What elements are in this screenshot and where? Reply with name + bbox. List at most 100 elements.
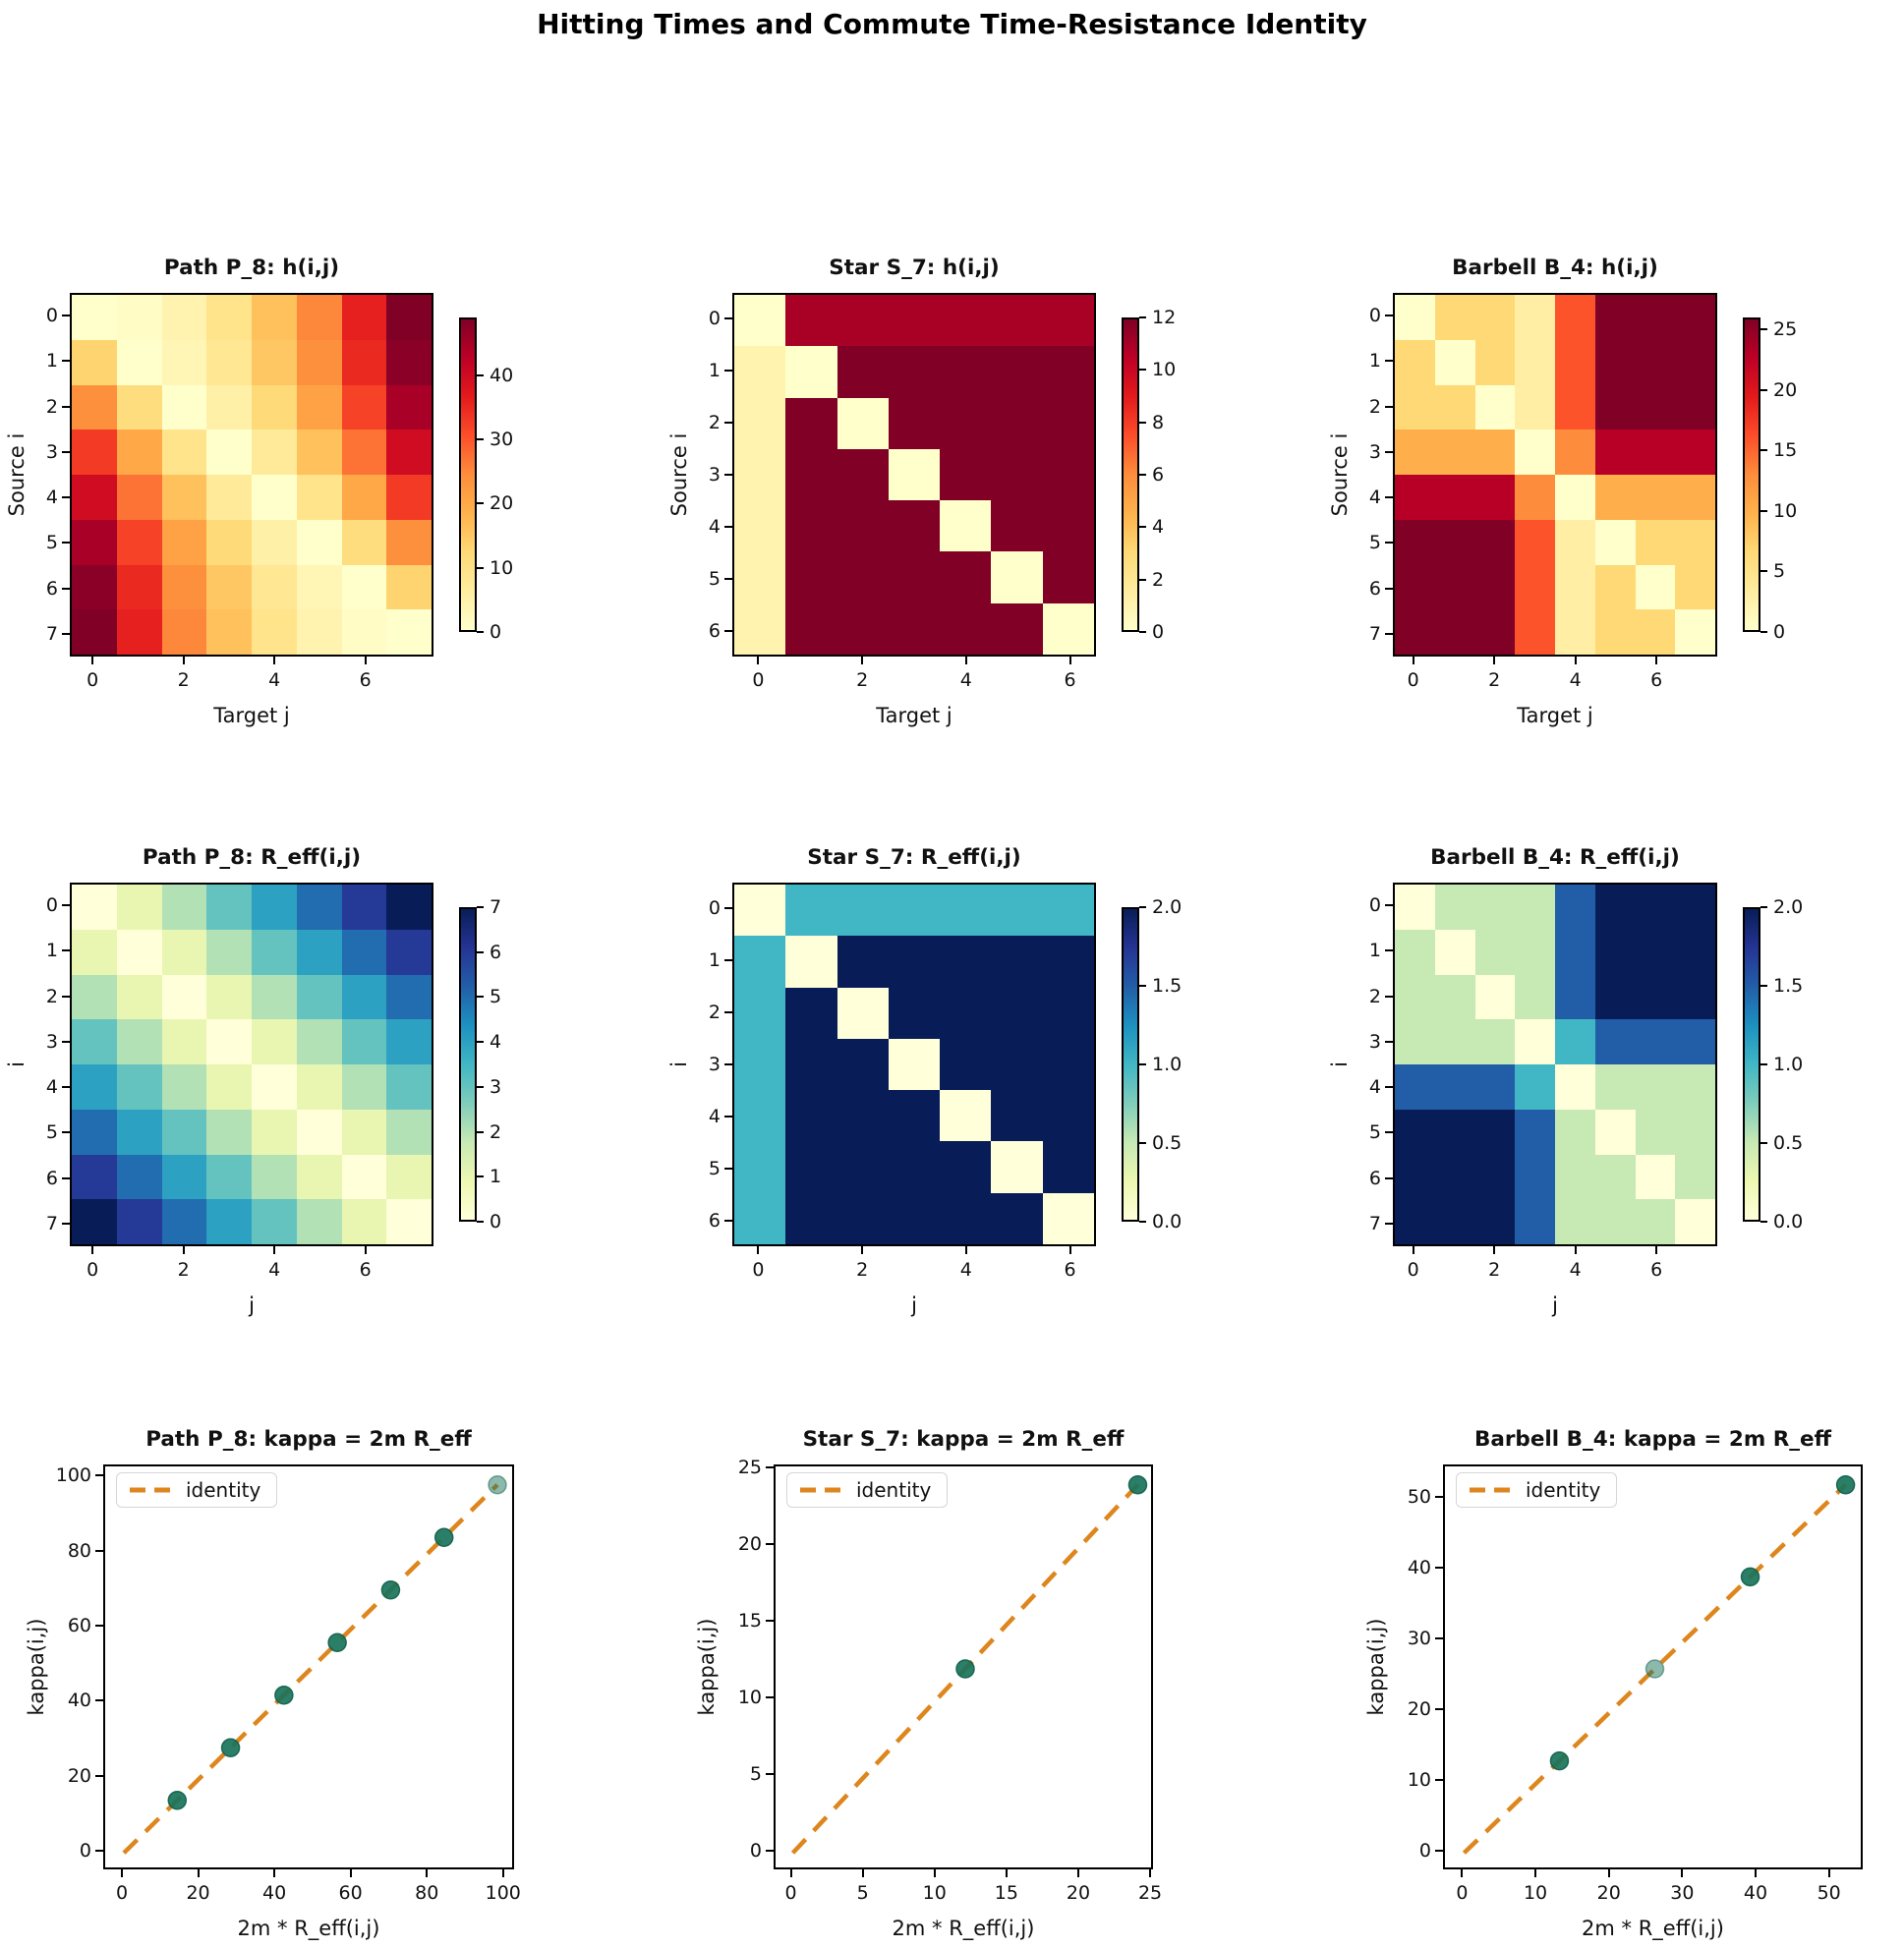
- heatmap-cell: [1042, 1141, 1094, 1193]
- colorbar-tick: [1760, 1221, 1767, 1223]
- heatmap-cell: [116, 430, 162, 475]
- x-tick: [364, 1246, 367, 1254]
- heatmap-cell: [1675, 339, 1715, 385]
- colorbar-tick: [1760, 570, 1767, 573]
- y-tick: [724, 1011, 732, 1014]
- heatmap-cell: [116, 295, 162, 340]
- colorbar-tick-label: 0.5: [1152, 1132, 1183, 1154]
- heatmap-cell: [1515, 1019, 1555, 1064]
- x-tick-label: 2: [856, 1259, 869, 1281]
- heatmap-cell: [1042, 551, 1094, 603]
- y-tick: [62, 315, 70, 317]
- heatmap-grid: [1395, 295, 1715, 655]
- heatmap-cell: [1434, 519, 1475, 565]
- x-tick: [1149, 1869, 1152, 1877]
- y-tick-label: 5: [1368, 532, 1381, 554]
- y-tick-label: 20: [67, 1764, 91, 1787]
- y-tick-label: 20: [1407, 1698, 1431, 1721]
- heatmap-cell: [1395, 609, 1435, 655]
- heatmap-cell: [1635, 1064, 1676, 1110]
- heatmap-cell: [72, 974, 117, 1020]
- y-tick: [1385, 1086, 1393, 1089]
- x-tick-label: 20: [1066, 1882, 1091, 1904]
- heatmap-cell: [161, 339, 207, 385]
- x-tick: [1493, 657, 1496, 664]
- subplot-title: Path P_8: R_eff(i,j): [142, 845, 362, 870]
- y-tick-label: 1: [1368, 350, 1381, 373]
- y-tick-label: 0: [1368, 305, 1381, 327]
- heatmap-cell: [72, 564, 117, 610]
- y-tick: [62, 405, 70, 408]
- heatmap-cell: [386, 384, 432, 430]
- heatmap-cell: [252, 885, 297, 930]
- heatmap-cell: [734, 346, 786, 398]
- colorbar-tick-label: 0: [1773, 621, 1786, 643]
- y-tick: [724, 474, 732, 476]
- identity-line: [122, 1483, 499, 1855]
- scatter-point: [167, 1791, 188, 1810]
- heatmap-cell: [1675, 1019, 1715, 1064]
- legend-line-sample: [800, 1487, 843, 1493]
- colorbar-tick: [1139, 526, 1146, 529]
- heatmap-cell: [1555, 430, 1595, 475]
- colorbar-tick-label: 2.0: [1773, 896, 1804, 918]
- x-tick: [364, 657, 367, 664]
- heatmap-cell: [116, 1109, 162, 1155]
- colorbar-tick: [477, 1130, 484, 1133]
- heatmap-cell: [1635, 564, 1676, 610]
- heatmap-cell: [837, 1141, 889, 1193]
- colorbar-tick: [1760, 1063, 1767, 1065]
- heatmap-cell: [785, 551, 837, 603]
- heatmap-cell: [1434, 885, 1475, 930]
- heatmap-cell: [1515, 609, 1555, 655]
- colorbar: [459, 317, 477, 632]
- x-tick: [861, 1869, 864, 1877]
- heatmap-cell: [785, 397, 837, 449]
- heatmap-cell: [296, 885, 342, 930]
- heatmap-cell: [72, 1109, 117, 1155]
- x-tick-label: 0: [87, 669, 99, 691]
- x-tick: [1412, 657, 1414, 664]
- x-tick: [861, 657, 864, 664]
- heatmap-cell: [116, 1199, 162, 1244]
- heatmap-cell: [1395, 295, 1435, 340]
- heatmap-cell: [1594, 384, 1636, 430]
- colorbar-tick-label: 8: [1152, 411, 1165, 433]
- heatmap-cell: [1555, 1199, 1595, 1244]
- x-axis-label: 2m * R_eff(i,j): [237, 1917, 380, 1940]
- scatter-point: [1127, 1474, 1148, 1495]
- y-tick-label: 4: [45, 1076, 58, 1099]
- heatmap-cell: [940, 1090, 992, 1142]
- y-tick: [1385, 949, 1393, 952]
- colorbar-tick: [1139, 985, 1146, 987]
- heatmap-cell: [785, 602, 837, 655]
- colorbar-tick-label: 25: [1773, 318, 1798, 341]
- heatmap-cell: [888, 987, 941, 1039]
- heatmap-cell: [1395, 974, 1435, 1020]
- heatmap-cell: [1635, 885, 1676, 930]
- y-tick: [1385, 405, 1393, 408]
- heatmap-cell: [116, 929, 162, 975]
- y-tick-label: 5: [45, 532, 58, 554]
- x-tick-label: 2: [177, 669, 190, 691]
- heatmap-cell: [940, 1192, 992, 1244]
- y-tick: [62, 1086, 70, 1089]
- heatmap-cell: [734, 1192, 786, 1244]
- heatmap-cell: [252, 1064, 297, 1110]
- heatmap-cell: [1434, 974, 1475, 1020]
- y-tick-label: 2: [45, 985, 58, 1007]
- y-tick: [724, 629, 732, 632]
- y-tick: [766, 1696, 774, 1699]
- heatmap-cell: [1474, 519, 1516, 565]
- heatmap-cell: [1555, 519, 1595, 565]
- subplot-title: Path P_8: kappa = 2m R_eff: [145, 1427, 472, 1452]
- heatmap-cell: [296, 929, 342, 975]
- x-tick-label: 20: [1596, 1882, 1621, 1904]
- y-tick: [1385, 587, 1393, 590]
- heatmap-cell: [1675, 1064, 1715, 1110]
- heatmap-cell: [940, 1038, 992, 1091]
- y-tick: [95, 1699, 103, 1702]
- colorbar-tick: [1139, 631, 1146, 633]
- heatmap-grid: [72, 885, 432, 1244]
- heatmap-cell: [940, 500, 992, 552]
